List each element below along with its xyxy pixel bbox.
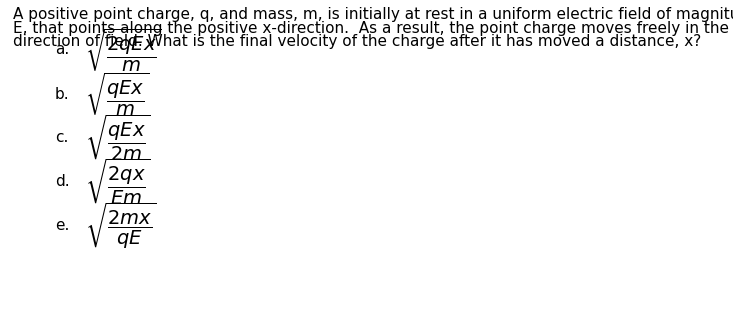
Text: d.: d. — [55, 174, 70, 189]
Text: $\sqrt{\dfrac{2qEx}{m}}$: $\sqrt{\dfrac{2qEx}{m}}$ — [85, 26, 161, 74]
Text: c.: c. — [55, 130, 68, 145]
Text: $\sqrt{\dfrac{2mx}{qE}}$: $\sqrt{\dfrac{2mx}{qE}}$ — [85, 201, 157, 251]
Text: E, that points along the positive x-direction.  As a result, the point charge mo: E, that points along the positive x-dire… — [13, 21, 729, 36]
Text: a.: a. — [55, 42, 69, 57]
Text: b.: b. — [55, 86, 70, 101]
Text: $\sqrt{\dfrac{qEx}{m}}$: $\sqrt{\dfrac{qEx}{m}}$ — [85, 70, 150, 118]
Text: e.: e. — [55, 218, 70, 233]
Text: $\sqrt{\dfrac{qEx}{2m}}$: $\sqrt{\dfrac{qEx}{2m}}$ — [85, 113, 150, 163]
Text: direction of field. What is the final velocity of the charge after it has moved : direction of field. What is the final ve… — [13, 34, 701, 49]
Text: A positive point charge, q, and mass, m, is initially at rest in a uniform elect: A positive point charge, q, and mass, m,… — [13, 7, 733, 22]
Text: $\sqrt{\dfrac{2qx}{Em}}$: $\sqrt{\dfrac{2qx}{Em}}$ — [85, 157, 151, 207]
